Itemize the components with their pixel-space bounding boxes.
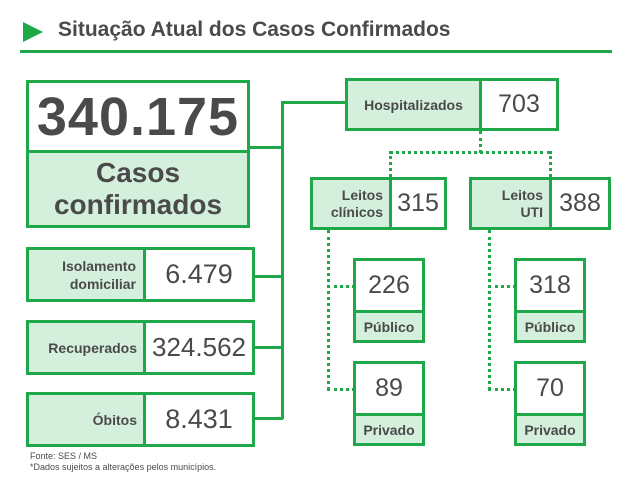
isolation-value: 6.479 [165, 259, 233, 289]
hospitalized-label-box: Hospitalizados [345, 78, 482, 131]
deaths-value-box: 8.431 [143, 392, 255, 447]
icu-private-label-box: Privado [514, 413, 586, 446]
icu-private-label: Privado [524, 421, 576, 438]
icu-private-value: 70 [536, 374, 564, 402]
dotted-connector-clinical-public [327, 285, 355, 288]
footer-note: *Dados sujeitos a alterações pelos munic… [30, 462, 217, 472]
dotted-connector-clinical-private [327, 388, 355, 391]
title-divider [20, 50, 612, 53]
icu-public-label: Público [524, 318, 576, 335]
clinical-public-label-box: Público [353, 310, 425, 343]
clinical-private-value: 89 [375, 374, 403, 402]
icu-beds-label: Leitos UTI [501, 186, 543, 220]
hospitalized-label: Hospitalizados [364, 96, 463, 113]
dotted-connector-clinical-down [327, 230, 330, 390]
clinical-public-value: 226 [368, 271, 410, 299]
deaths-value: 8.431 [165, 404, 233, 434]
recovered-label: Recuperados [48, 339, 137, 356]
dotted-connector-icu-down [488, 230, 491, 390]
clinical-private-label-box: Privado [353, 413, 425, 446]
confirmed-cases-value-box: 340.175 [26, 80, 250, 153]
clinical-public-label: Público [363, 318, 415, 335]
deaths-label: Óbitos [92, 411, 137, 428]
connector-from-confirmed [249, 146, 283, 149]
connector-main-vertical [281, 101, 284, 419]
clinical-private-value-box: 89 [353, 361, 425, 416]
deaths-label-box: Óbitos [26, 392, 146, 447]
clinical-public-value-box: 226 [353, 258, 425, 313]
hospitalized-value-box: 703 [479, 78, 559, 131]
clinical-private-label: Privado [363, 421, 415, 438]
footer-source: Fonte: SES / MS [30, 451, 98, 461]
isolation-label: Isolamento domiciliar [62, 257, 136, 292]
dotted-connector-clinical-up [389, 151, 392, 177]
isolation-value-box: 6.479 [143, 247, 255, 302]
confirmed-cases-label-box: Casos confirmados [26, 150, 250, 228]
icu-beds-value: 388 [559, 189, 601, 217]
recovered-value-box: 324.562 [143, 320, 255, 375]
icu-private-value-box: 70 [514, 361, 586, 416]
title-arrow-icon [23, 22, 43, 42]
connector-from-deaths [255, 417, 283, 420]
confirmed-cases-label: Casos confirmados [53, 157, 223, 220]
dotted-connector-icu-public [488, 285, 516, 288]
isolation-label-box: Isolamento domiciliar [26, 247, 146, 302]
icu-beds-value-box: 388 [549, 177, 611, 230]
icu-public-value-box: 318 [514, 258, 586, 313]
clinical-beds-label-box: Leitos clínicos [310, 177, 392, 230]
hospitalized-value: 703 [498, 90, 540, 118]
connector-to-hospitalized [281, 101, 347, 104]
confirmed-cases-value: 340.175 [36, 86, 240, 147]
clinical-beds-value: 315 [397, 189, 439, 217]
recovered-value: 324.562 [152, 332, 246, 362]
clinical-beds-label: Leitos clínicos [330, 186, 383, 220]
dotted-connector-hospitalized-down [479, 131, 482, 153]
connector-from-recovered [255, 346, 283, 349]
connector-from-isolation [255, 275, 283, 278]
icu-public-label-box: Público [514, 310, 586, 343]
recovered-label-box: Recuperados [26, 320, 146, 375]
clinical-beds-value-box: 315 [389, 177, 447, 230]
icu-beds-label-box: Leitos UTI [469, 177, 552, 230]
page-title: Situação Atual dos Casos Confirmados [58, 18, 451, 41]
dotted-connector-icu-private [488, 388, 516, 391]
dotted-connector-icu-up [549, 151, 552, 177]
dotted-connector-beds-horizontal [389, 151, 551, 154]
icu-public-value: 318 [529, 271, 571, 299]
